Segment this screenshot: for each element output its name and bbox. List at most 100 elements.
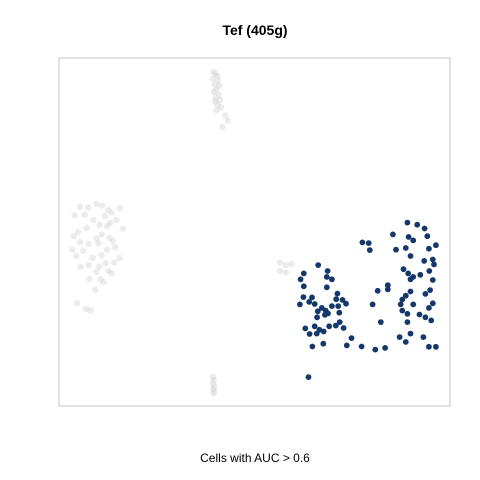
highlight-point-90 [313,330,320,337]
highlight-point-1 [424,233,431,240]
highlight-point-24 [402,245,409,251]
background-point-41 [109,237,117,245]
background-point-67 [87,307,94,314]
highlight-point-70 [306,299,313,305]
background-point-78 [211,388,218,395]
highlight-point-31 [402,292,409,299]
background-point-77 [209,385,217,393]
background-point-9 [215,91,222,98]
highlight-point-39 [402,339,409,345]
background-point-2 [214,72,221,80]
background-point-45 [112,244,119,251]
background-point-72 [282,269,289,276]
background-point-37 [70,233,78,240]
highlight-point-82 [348,335,355,341]
highlight-point-7 [426,268,433,274]
background-point-74 [210,376,217,384]
highlight-point-88 [306,331,313,337]
background-point-79 [210,390,217,397]
background-point-5 [211,80,218,88]
background-point-30 [113,216,120,223]
highlight-point-48 [374,287,381,294]
highlight-point-5 [421,258,428,264]
highlight-point-74 [325,310,331,317]
highlight-point-33 [397,301,404,308]
background-point-57 [77,263,84,270]
highlight-point-16 [428,317,435,324]
highlight-point-6 [431,261,437,268]
background-point-23 [105,206,112,214]
highlight-point-60 [324,268,331,274]
background-point-34 [119,225,127,232]
highlight-point-51 [372,346,379,353]
highlight-point-41 [393,246,399,253]
background-point-19 [76,203,84,211]
background-point-38 [98,231,105,238]
background-point-36 [75,228,82,236]
background-point-21 [93,200,100,207]
background-point-16 [222,112,229,119]
background-point-62 [97,276,104,283]
background-point-7 [213,85,220,92]
highlight-point-44 [384,286,391,293]
highlight-point-3 [426,245,432,252]
background-point-31 [107,219,114,227]
highlight-point-40 [396,334,403,340]
highlight-point-65 [333,296,340,303]
background-point-75 [209,380,216,387]
background-point-49 [98,252,105,259]
highlight-point-4 [429,256,436,263]
highlight-point-75 [339,297,346,303]
highlight-point-27 [405,270,412,277]
highlight-point-64 [334,290,341,297]
highlight-point-72 [314,308,321,315]
highlight-point-53 [382,345,388,351]
highlight-point-80 [332,322,339,329]
chart-title: Tef (405g) [222,22,288,38]
background-point-26 [81,211,89,218]
background-point-70 [288,260,295,268]
background-point-54 [102,260,109,267]
background-point-3 [209,75,216,83]
highlight-point-25 [407,253,414,259]
highlight-point-46 [365,240,372,247]
highlight-point-2 [433,242,439,249]
background-point-11 [216,96,224,104]
background-point-8 [210,88,217,96]
background-point-46 [69,246,76,253]
background-point-10 [212,94,219,101]
background-point-6 [216,82,223,90]
background-point-48 [103,246,111,253]
highlight-point-79 [336,319,343,325]
highlight-point-36 [404,310,411,317]
background-point-47 [80,247,87,254]
highlight-point-22 [405,234,412,240]
background-point-56 [96,263,103,270]
highlight-point-50 [377,319,384,325]
highlight-point-30 [407,288,414,295]
background-point-44 [85,240,92,247]
highlight-point-23 [410,237,417,244]
background-point-22 [98,202,106,209]
highlight-point-68 [318,305,325,311]
highlight-point-63 [323,284,330,291]
background-point-43 [95,240,102,247]
highlight-point-66 [329,303,335,309]
background-point-40 [106,234,113,242]
background-point-71 [276,267,284,275]
highlight-point-34 [410,301,417,308]
highlight-point-87 [311,323,318,330]
background-point-50 [89,254,96,261]
highlight-point-59 [315,262,322,268]
background-point-4 [214,77,222,84]
background-point-25 [108,209,116,216]
background-point-52 [116,254,123,262]
background-point-76 [211,383,218,390]
highlight-point-55 [297,276,304,283]
highlight-point-56 [300,283,307,290]
background-point-64 [92,286,99,294]
background-point-60 [108,270,115,277]
background-point-24 [116,205,123,212]
highlight-point-26 [400,266,407,273]
background-point-0 [210,68,217,76]
